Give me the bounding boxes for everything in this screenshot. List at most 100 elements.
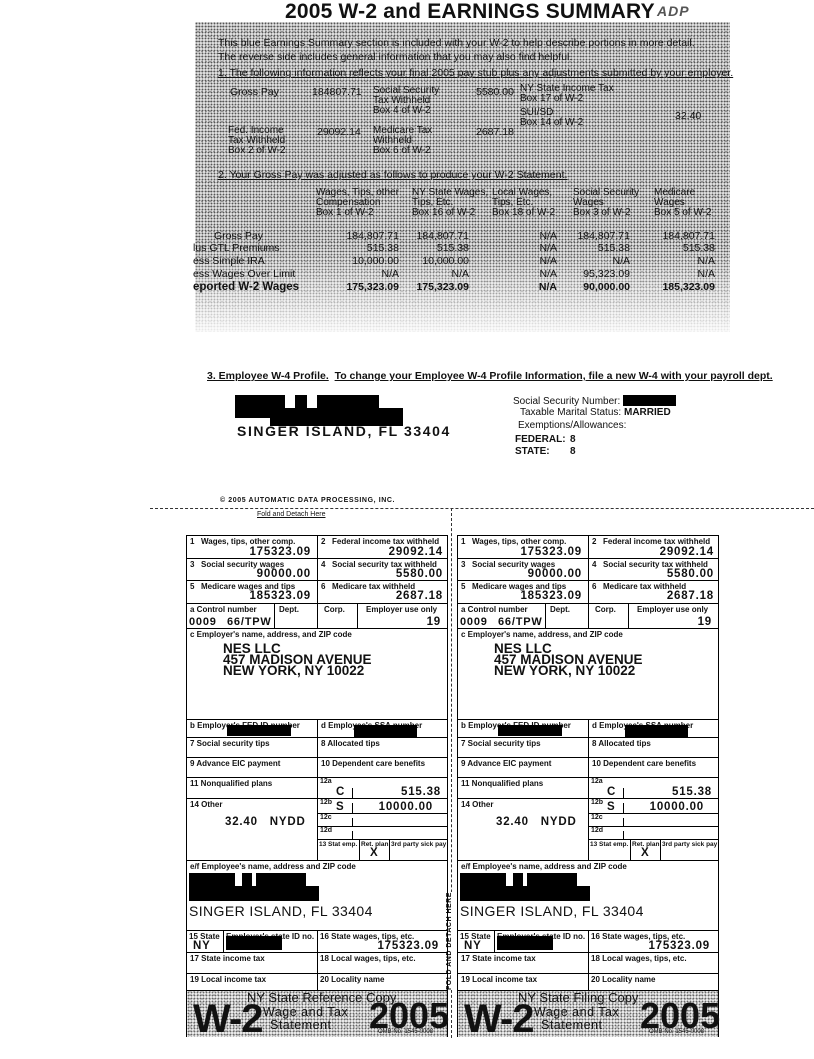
box-number: 6 [321, 582, 326, 591]
form-description: Statement [541, 1018, 603, 1032]
box-label: Federal income tax withheld [603, 537, 711, 546]
box-value: 175323.09 [377, 940, 439, 952]
code-separator [352, 803, 353, 813]
table-cell: N/A [697, 255, 715, 267]
box-label: 15 State [460, 932, 491, 941]
box-label: 7 Social security tips [190, 739, 270, 748]
copy-label: NY State Filing Copy [518, 990, 639, 1005]
box-label: 16 State wages, tips, etc. [320, 932, 415, 941]
box-value: NY [193, 940, 211, 952]
box-number: 2 [321, 537, 326, 546]
header-line: Wages, Tips, other [316, 187, 399, 198]
box-label: Dept. [550, 605, 570, 614]
column-header: NY State Wages, Tips, Etc. Box 16 of W-2 [412, 188, 488, 218]
box-label: e/f Employee's name, address and ZIP cod… [461, 862, 627, 871]
box-7: 7 Social security tips [457, 737, 589, 758]
box-label: 8 Allocated tips [321, 739, 380, 748]
table-cell: 515.38 [597, 242, 630, 254]
box-20: 20 Locality name [588, 973, 719, 991]
box-label: Social security tax withheld [603, 560, 708, 569]
redaction [497, 936, 553, 950]
table-cell: N/A [539, 268, 557, 280]
box-label: 19 Local income tax [461, 975, 538, 984]
box-value: 515.38 [672, 786, 712, 798]
label-line: Social Security [373, 85, 440, 96]
box-label: Medicare wages and tips [472, 582, 567, 591]
w4-heading-note: To change your Employee W-4 Profile Info… [334, 370, 773, 382]
box-label: 12c [320, 814, 332, 821]
box-corp: Corp. [588, 603, 629, 629]
w2-form-reference-copy: 1 Wages, tips, other comp. 175323.09 2 F… [186, 535, 449, 1041]
box-label: Wages, tips, other comp. [201, 537, 296, 546]
box-11: 11 Nonqualified plans [186, 777, 318, 799]
code-separator [352, 788, 353, 798]
federal-value: 8 [570, 434, 576, 445]
box-label: 11 Nonqualified plans [190, 779, 273, 788]
employer-name: NES LLC [223, 641, 281, 656]
box-label: Employer use only [366, 605, 438, 614]
form-year: 2005 [640, 995, 721, 1036]
box-number: 3 [190, 560, 195, 569]
box-b-fed-id: b Employer's FED ID number [186, 719, 318, 738]
box-dept: Dept. [545, 603, 589, 629]
checkbox-mark: X [641, 847, 650, 859]
box-2: 2 Federal income tax withheld 29092.14 [588, 535, 719, 559]
box-label: Dept. [279, 605, 299, 614]
box-value: NY [464, 940, 482, 952]
employer-street: 457 MADISON AVENUE [494, 652, 643, 667]
box-18: 18 Local wages, tips, etc. [588, 952, 719, 974]
copyright: © 2005 AUTOMATIC DATA PROCESSING, INC. [220, 497, 396, 504]
redaction [498, 725, 562, 736]
box-12a: 12a C 515.38 [317, 777, 448, 799]
box-19: 19 Local income tax [186, 973, 318, 991]
redaction [295, 395, 307, 409]
row-label: ess Wages Over Limit [193, 268, 296, 280]
form-name: W-2 [464, 997, 535, 1041]
box-label: 19 Local income tax [190, 975, 267, 984]
box-value: 10000.00 [378, 801, 433, 813]
box-label: 12c [591, 814, 603, 821]
code-separator [623, 818, 624, 827]
box-ef-employee: e/f Employee's name, address and ZIP cod… [186, 860, 448, 931]
box-7: 7 Social security tips [186, 737, 318, 758]
table-cell: 175,323.09 [346, 281, 399, 293]
box-number: 5 [461, 582, 466, 591]
box-value: 185323.09 [249, 590, 311, 602]
box-16: 16 State wages, tips, etc. 175323.09 [317, 930, 448, 953]
box-c-employer: c Employer's name, address, and ZIP code… [186, 628, 448, 720]
box-value: 175323.09 [249, 546, 311, 558]
box-label: 14 Other [190, 800, 223, 809]
box-value: 2687.18 [666, 590, 714, 602]
column-header: Local Wages, Tips, Etc. Box 18 of W-2 [492, 188, 555, 218]
box-15-state-id: Employer's state ID no. [494, 930, 589, 953]
box-number: 5 [190, 582, 195, 591]
box-12c: 12c [317, 813, 448, 827]
box-1: 1 Wages, tips, other comp. 175323.09 [186, 535, 318, 559]
form-name: W-2 [193, 997, 264, 1041]
box-value: 2687.18 [395, 590, 443, 602]
table-cell: N/A [539, 230, 557, 242]
employee-city: SINGER ISLAND, FL 33404 [189, 903, 373, 919]
box-10: 10 Dependent care benefits [588, 757, 719, 778]
box-label: 12d [320, 827, 333, 834]
box-label: Corp. [595, 605, 616, 614]
medicare-tax-label: Medicare Tax Withheld Box 6 of W-2 [373, 126, 432, 156]
table-cell: 90,000.00 [583, 281, 630, 293]
box-number: 6 [592, 582, 597, 591]
code-separator [623, 788, 624, 798]
box-value: 5580.00 [666, 568, 714, 580]
box-value: 185323.09 [520, 590, 582, 602]
table-cell: N/A [539, 242, 557, 254]
form-description: Statement [270, 1018, 332, 1032]
box-9: 9 Advance EIC payment [457, 757, 589, 778]
federal-label: FEDERAL: [515, 434, 566, 445]
box-value: 29092.14 [659, 546, 714, 558]
box-value: 32.40 NYDD [225, 816, 306, 828]
box-5: 5 Medicare wages and tips 185323.09 [186, 580, 318, 604]
box-label: Social security wages [201, 560, 285, 569]
header-line: Box 1 of W-2 [316, 207, 374, 218]
box-label: c Employer's name, address, and ZIP code [190, 630, 352, 639]
box-value: 32.40 NYDD [496, 816, 577, 828]
redaction [513, 873, 523, 887]
fed-tax-value: 29092.14 [317, 126, 361, 138]
